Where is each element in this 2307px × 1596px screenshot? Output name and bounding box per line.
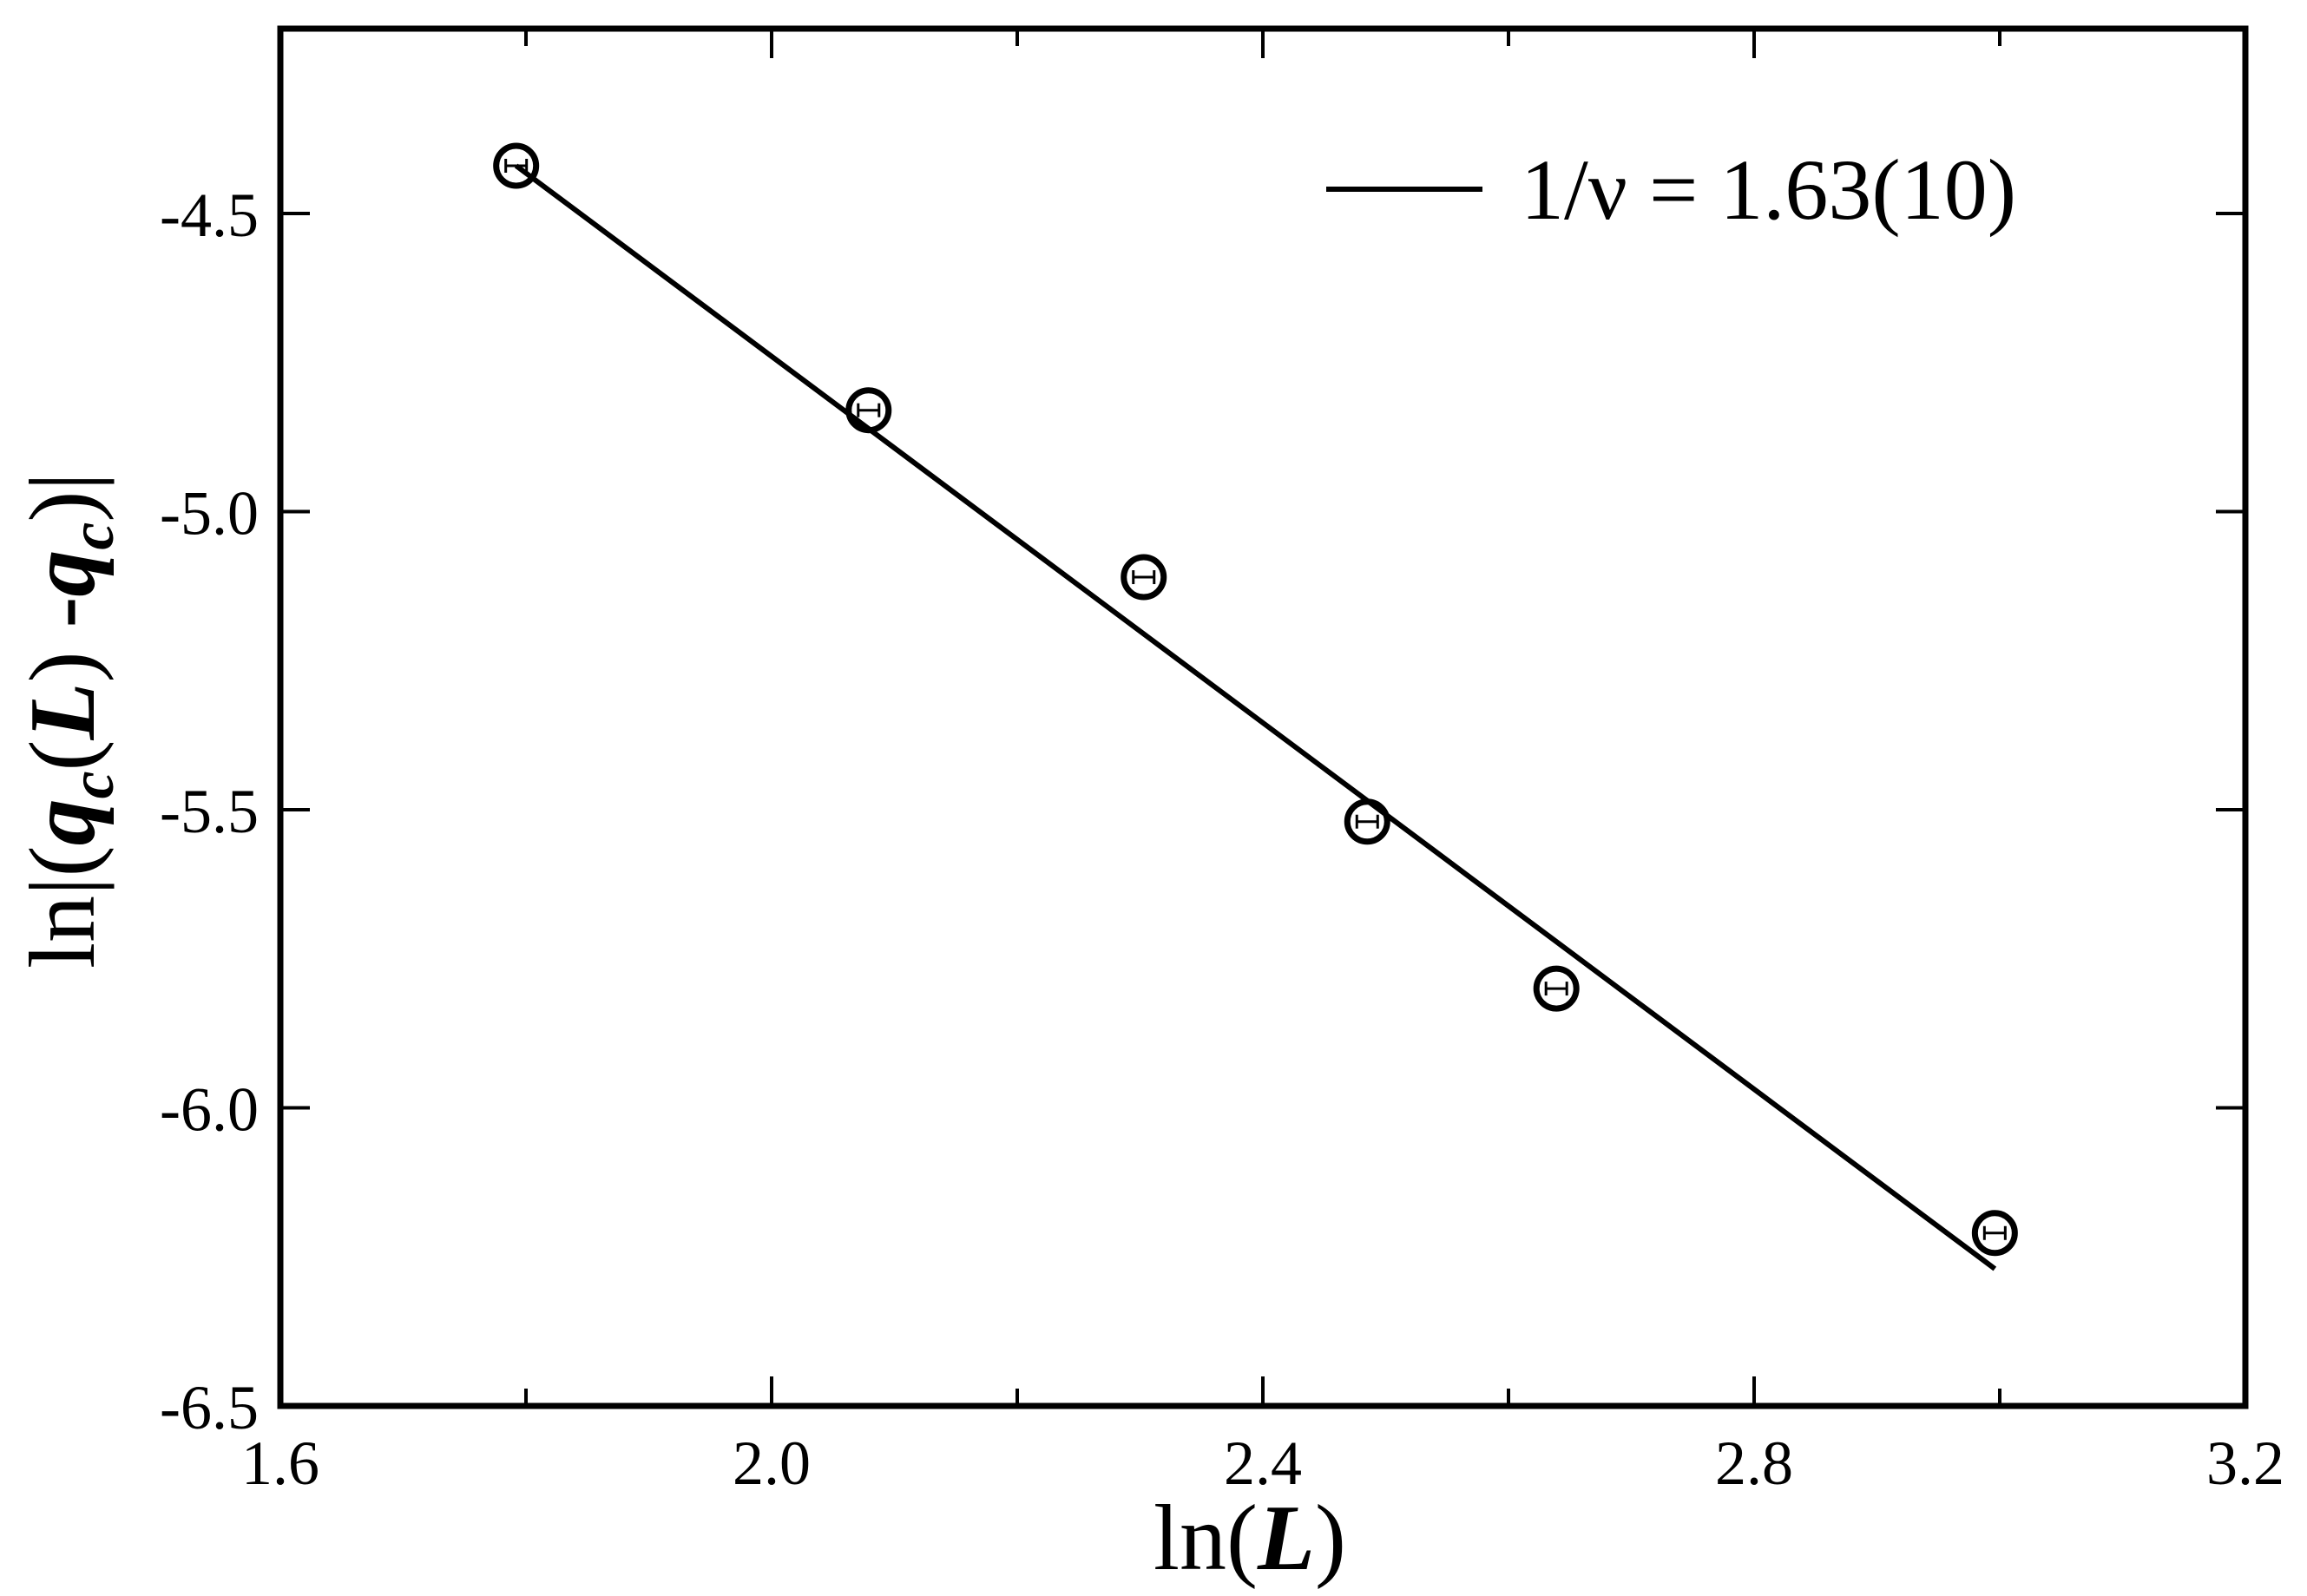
data-point xyxy=(1121,554,1167,601)
y-tick-label: -6.5 xyxy=(160,1373,259,1442)
x-axis-label: ln(L) xyxy=(1154,1487,1346,1590)
point-marker xyxy=(845,387,892,434)
data-point xyxy=(493,142,540,189)
y-tick-label: -5.0 xyxy=(160,478,259,548)
point-marker xyxy=(1121,554,1167,601)
data-point xyxy=(1971,1210,2018,1257)
fit-line xyxy=(514,163,1997,1271)
x-tick-label: 2.0 xyxy=(733,1429,811,1498)
point-marker xyxy=(1533,965,1580,1012)
point-marker xyxy=(493,142,540,189)
x-tick-label: 2.4 xyxy=(1224,1429,1302,1498)
x-tick-label: 1.6 xyxy=(241,1429,319,1498)
point-marker xyxy=(1344,798,1390,845)
x-axis-ticks: 1.6 2.0 2.4 2.8 3.2 xyxy=(241,29,2284,1498)
data-point xyxy=(1533,965,1580,1012)
y-axis-ticks: -4.5 -5.0 -5.5 -6.0 -6.5 xyxy=(160,181,2245,1442)
x-tick-label: 2.8 xyxy=(1715,1429,1793,1498)
legend-label: 1/ν = 1.63(10) xyxy=(1521,141,2016,238)
y-tick-label: -5.5 xyxy=(160,777,259,846)
y-tick-label: -4.5 xyxy=(160,181,259,250)
data-points-layer xyxy=(493,142,2018,1257)
data-point xyxy=(1344,798,1390,845)
data-point xyxy=(845,387,892,434)
point-marker xyxy=(1971,1210,2018,1257)
y-axis-label: ln|(qc(L) -qc)| xyxy=(11,472,127,969)
fit-line-layer xyxy=(514,163,1997,1271)
y-tick-label: -6.0 xyxy=(160,1074,259,1144)
x-tick-label: 3.2 xyxy=(2206,1429,2284,1498)
